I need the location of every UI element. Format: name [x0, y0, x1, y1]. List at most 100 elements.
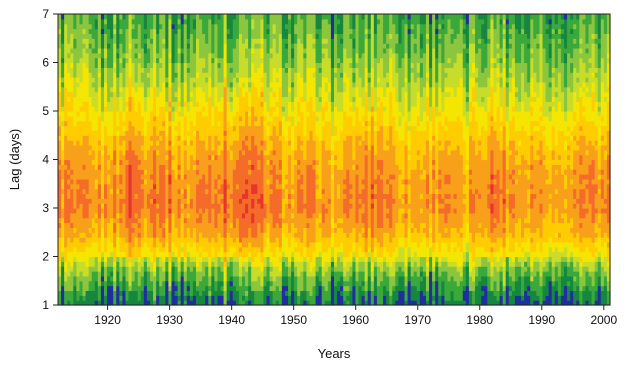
heatmap-cell	[73, 115, 77, 122]
heatmap-cell	[208, 67, 212, 73]
heatmap-cell	[116, 280, 120, 287]
heatmap-cell	[146, 217, 151, 224]
heatmap-cell	[70, 14, 74, 20]
heatmap-cell	[143, 52, 148, 59]
heatmap-cell	[202, 154, 206, 161]
heatmap-cell	[67, 222, 71, 228]
heatmap-cell	[196, 144, 200, 151]
heatmap-cell	[91, 300, 96, 306]
heatmap-cell	[88, 159, 93, 165]
heatmap-cell	[186, 232, 191, 238]
heatmap-cell	[202, 285, 206, 292]
heatmap-cell	[94, 81, 99, 88]
heatmap-cell	[168, 154, 173, 161]
heatmap-cell	[159, 18, 163, 25]
heatmap-cell	[186, 14, 191, 20]
heatmap-cell	[205, 81, 209, 88]
heatmap-cell	[85, 227, 90, 233]
heatmap-cell	[85, 135, 90, 141]
heatmap-cell	[122, 72, 127, 78]
heatmap-cell	[119, 256, 123, 262]
heatmap-cell	[153, 43, 157, 49]
heatmap-cell	[134, 178, 139, 185]
heatmap-cell	[113, 81, 117, 88]
heatmap-cell	[159, 140, 163, 146]
heatmap-cell	[79, 241, 84, 248]
heatmap-cell	[82, 183, 87, 190]
heatmap-cell	[196, 14, 200, 20]
heatmap-cell	[128, 227, 133, 233]
heatmap-cell	[76, 72, 81, 78]
heatmap-cell	[202, 275, 206, 282]
heatmap-cell	[128, 140, 133, 146]
heatmap-cell	[119, 208, 123, 214]
heatmap-cell	[79, 96, 84, 102]
heatmap-cell	[119, 106, 123, 112]
heatmap-cell	[134, 33, 139, 39]
heatmap-cell	[113, 111, 117, 117]
heatmap-cell	[165, 183, 169, 190]
heatmap-cell	[97, 72, 102, 78]
heatmap-cell	[82, 23, 87, 30]
heatmap-cell	[146, 115, 151, 122]
heatmap-cell	[104, 164, 108, 170]
heatmap-cell	[58, 91, 62, 98]
heatmap-cell	[116, 130, 120, 136]
heatmap-cell	[159, 101, 163, 107]
heatmap-cell	[134, 135, 139, 141]
heatmap-cell	[122, 246, 127, 253]
heatmap-cell	[140, 271, 145, 277]
heatmap-cell	[70, 183, 74, 190]
heatmap-cell	[180, 62, 185, 68]
heatmap-cell	[64, 111, 68, 117]
heatmap-cell	[94, 154, 99, 161]
heatmap-cell	[85, 178, 90, 185]
heatmap-cell	[125, 232, 130, 238]
heatmap-cell	[205, 28, 209, 34]
heatmap-cell	[116, 188, 120, 195]
heatmap-cell	[131, 106, 136, 112]
heatmap-cell	[110, 106, 114, 112]
heatmap-cell	[171, 241, 176, 248]
heatmap-cell	[143, 212, 148, 219]
heatmap-cell	[91, 86, 96, 93]
heatmap-cell	[196, 217, 200, 224]
heatmap-cell	[116, 91, 120, 98]
heatmap-cell	[140, 266, 145, 272]
heatmap-cell	[180, 96, 185, 102]
heatmap-cell	[174, 67, 179, 73]
heatmap-cell	[128, 251, 133, 258]
heatmap-cell	[119, 241, 123, 248]
heatmap-cell	[183, 81, 188, 88]
heatmap-cell	[159, 96, 163, 102]
heatmap-cell	[67, 120, 71, 127]
heatmap-cell	[128, 285, 133, 292]
heatmap-cell	[88, 178, 93, 185]
heatmap-cell	[192, 47, 197, 54]
heatmap-cell	[128, 125, 133, 131]
heatmap-cell	[79, 149, 84, 156]
heatmap-cell	[189, 212, 194, 219]
heatmap-cell	[165, 106, 169, 112]
heatmap-cell	[128, 96, 133, 102]
heatmap-cell	[125, 33, 130, 39]
heatmap-cell	[137, 154, 142, 161]
heatmap-cell	[119, 271, 123, 277]
heatmap-cell	[85, 198, 90, 204]
heatmap-cell	[128, 43, 133, 49]
heatmap-cell	[140, 91, 145, 98]
heatmap-cell	[208, 266, 212, 272]
heatmap-cell	[192, 43, 197, 49]
heatmap-cell	[189, 241, 194, 248]
heatmap-cell	[168, 52, 173, 59]
heatmap-cell	[58, 227, 62, 233]
heatmap-cell	[186, 256, 191, 262]
heatmap-cell	[73, 300, 77, 306]
heatmap-cell	[64, 261, 68, 267]
heatmap-cell	[70, 164, 74, 170]
heatmap-cell	[156, 23, 160, 30]
heatmap-cell	[100, 23, 105, 30]
heatmap-cell	[137, 246, 142, 253]
heatmap-cell	[119, 38, 123, 44]
heatmap-cell	[85, 130, 90, 136]
